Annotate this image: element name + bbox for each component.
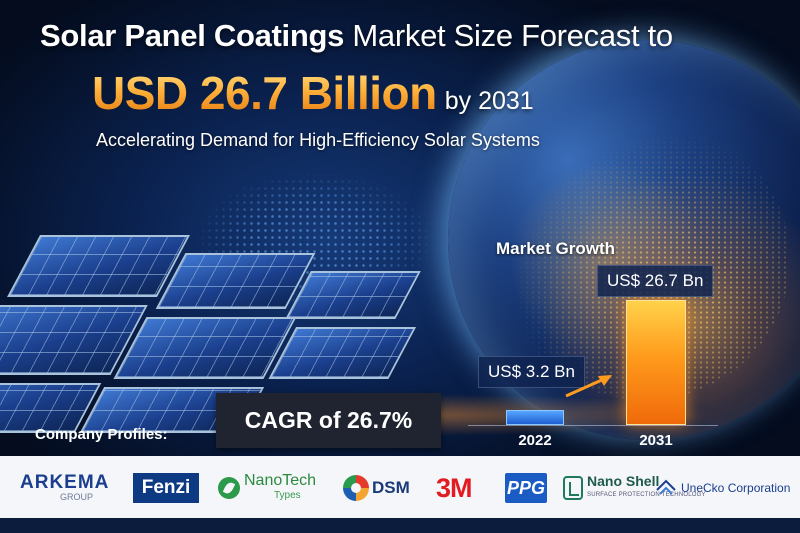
headline-line-2: USD 26.7 Billion by 2031 (92, 66, 534, 120)
arkema-sub: GROUP (60, 492, 94, 502)
arkema-logo: ARKEMA GROUP (20, 468, 109, 508)
solar-panel (268, 327, 417, 379)
headline-line-1: Solar Panel Coatings Market Size Forecas… (40, 18, 673, 54)
headline-bold: Solar Panel Coatings (40, 18, 345, 53)
dsm-name: DSM (372, 478, 410, 497)
nanoshell-logo: Nano Shell SURFACE PROTECTION TECHNOLOGY (563, 468, 706, 508)
value-label-2031: US$ 26.7 Bn (597, 265, 714, 297)
footer-band (0, 518, 800, 533)
headline-year: by 2031 (444, 87, 534, 115)
headline-rest: Market Size Forecast to (352, 18, 673, 53)
chart-title: Market Growth (496, 239, 616, 258)
value-label-2022: US$ 3.2 Bn (478, 356, 585, 388)
cagr-box: CAGR of 26.7% (216, 393, 441, 448)
logo-strip: ARKEMA GROUP Fenzi NanoTech Types DSM 3M… (0, 456, 800, 518)
solar-panel (7, 235, 191, 297)
nanotech-logo: NanoTech Types (218, 468, 316, 508)
shield-icon (563, 476, 583, 500)
x-tick-2022: 2022 (518, 432, 552, 449)
solar-panel (285, 271, 421, 319)
ppg-logo: PPG (505, 473, 547, 503)
nanoshell-sub: SURFACE PROTECTION TECHNOLOGY (587, 492, 706, 498)
wing-icon (656, 479, 676, 495)
dsm-logo: DSM (343, 468, 410, 508)
solar-panel (113, 317, 297, 379)
x-tick-2031: 2031 (639, 432, 673, 449)
bar-2031 (626, 300, 686, 425)
leaf-icon (218, 477, 240, 499)
nanotech-sub: Types (274, 490, 301, 501)
bar-2022 (506, 410, 564, 425)
headline-value: USD 26.7 Billion (92, 67, 437, 119)
unecko-logo: UneCko Corporation (655, 468, 790, 508)
unecko-name: UneCko Corporation (681, 481, 791, 495)
company-profiles-label: Company Profiles: (35, 426, 168, 443)
nanotech-name: NanoTech (244, 472, 317, 489)
fenzi-logo: Fenzi (133, 473, 199, 503)
subtitle: Accelerating Demand for High-Efficiency … (96, 130, 540, 150)
3m-logo: 3M (436, 472, 473, 503)
nanoshell-name: Nano Shell (587, 473, 660, 489)
arkema-name: ARKEMA (20, 472, 110, 493)
chart-baseline (468, 425, 718, 426)
dsm-ring-icon (343, 475, 369, 501)
solar-panel (155, 253, 316, 309)
